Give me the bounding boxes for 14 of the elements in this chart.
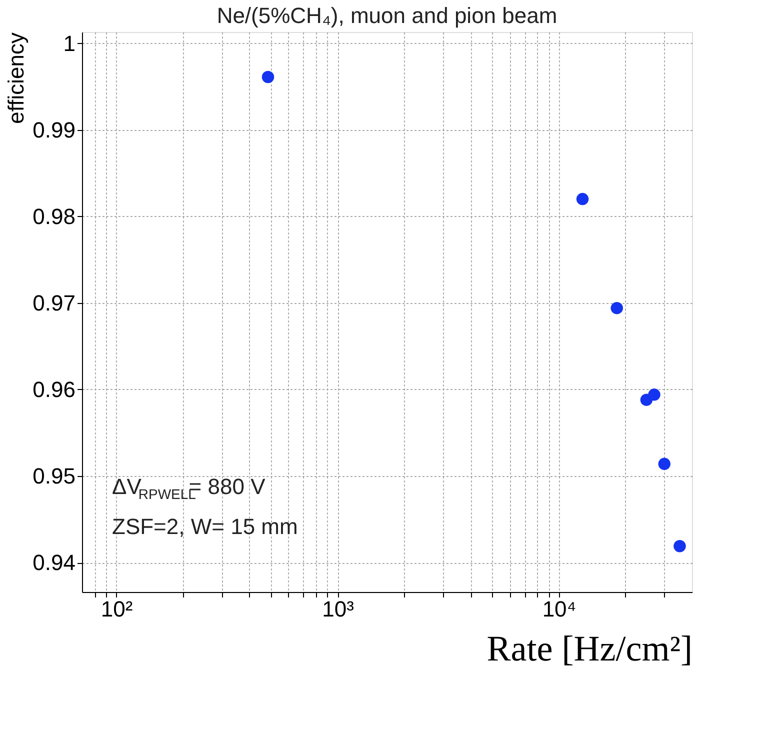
x-tick-label: 10⁴ bbox=[542, 596, 576, 622]
annotation: ZSF=2, W= 15 mm bbox=[112, 514, 298, 539]
x-tick-label: 10³ bbox=[322, 596, 354, 622]
x-tick-label: 10² bbox=[100, 596, 133, 622]
y-tick-label: 0.98 bbox=[32, 204, 76, 229]
y-tick-label: 1 bbox=[63, 30, 76, 56]
y-axis-title: efficiency bbox=[4, 32, 29, 124]
y-tick-label: 0.96 bbox=[32, 376, 76, 402]
chart-title: Ne/(5%CH₄), muon and pion beam bbox=[216, 3, 558, 28]
y-tick-label: 0.99 bbox=[32, 117, 76, 142]
y-tick-label: 0.95 bbox=[32, 464, 76, 489]
y-tick-label: 0.97 bbox=[32, 290, 76, 316]
x-axis-title: Rate [Hz/cm²] bbox=[486, 628, 692, 668]
y-tick-label: 0.94 bbox=[32, 550, 76, 576]
